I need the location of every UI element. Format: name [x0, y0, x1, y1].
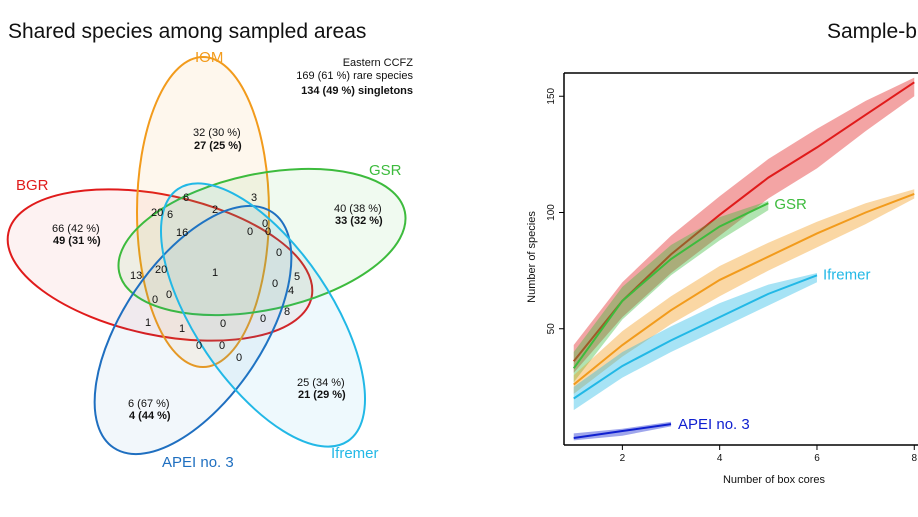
- curve-plot: 246850100150BGRGSRIOMIfremerAPEI no. 3: [546, 72, 918, 464]
- series-band-ifremer: [573, 272, 817, 411]
- venn-label-ifremer: Ifremer: [331, 445, 379, 462]
- venn-intersection: 8: [284, 306, 290, 318]
- venn-ellipse-iom: [136, 56, 270, 368]
- venn-intersection: 0: [196, 340, 202, 352]
- venn-unique-apei-singletons: 4 (44 %): [129, 410, 171, 422]
- venn-intersection: 0: [220, 318, 226, 330]
- venn-unique-ifremer: 25 (34 %): [297, 377, 345, 389]
- x-tick-label: 2: [620, 453, 626, 464]
- y-tick-label: 100: [546, 204, 557, 221]
- venn-label-bgr: BGR: [16, 177, 49, 194]
- curve-title: Sample-b: [827, 20, 917, 43]
- series-label-gsr: GSR: [774, 196, 807, 213]
- y-axis-label: Number of species: [526, 211, 538, 303]
- venn-label-apei: APEI no. 3: [162, 454, 234, 471]
- venn-intersection: 0: [262, 218, 268, 230]
- venn-label-iom: IOM: [195, 49, 223, 66]
- venn-panel: Shared species among sampled areas IOM G…: [6, 20, 414, 471]
- venn-ellipse-ifremer: [160, 182, 366, 448]
- series-line-iom: [573, 192, 915, 386]
- venn-unique-gsr-singletons: 33 (32 %): [335, 215, 383, 227]
- x-tick-label: 8: [911, 453, 917, 464]
- venn-ellipse-gsr: [117, 167, 407, 317]
- venn-intersection: 0: [276, 247, 282, 259]
- venn-ellipse-bgr: [6, 188, 314, 342]
- venn-intersection: 0: [265, 226, 271, 238]
- venn-summary-region: Eastern CCFZ: [343, 57, 414, 69]
- y-tick-label: 150: [546, 87, 557, 104]
- venn-intersection: 16: [176, 227, 188, 239]
- venn-intersection: 5: [294, 271, 300, 283]
- venn-intersection: 0: [247, 226, 253, 238]
- venn-intersection: 20: [151, 207, 163, 219]
- venn-unique-apei: 6 (67 %): [128, 398, 170, 410]
- venn-unique-iom-singletons: 27 (25 %): [194, 140, 242, 152]
- venn-intersection: 0: [236, 352, 242, 364]
- venn-summary-rare: 169 (61 %) rare species: [296, 70, 413, 82]
- venn-intersections: 6 3 20 6 2 16 0 0 0 13 20 1 0 5 0 0 4 0 …: [130, 192, 300, 364]
- venn-title: Shared species among sampled areas: [8, 20, 366, 43]
- series-label-ifremer: Ifremer: [823, 266, 871, 283]
- series-band-gsr: [573, 200, 769, 383]
- venn-intersection: 6: [167, 209, 173, 221]
- x-axis-label: Number of box cores: [723, 474, 826, 486]
- series-line-ifremer: [573, 274, 818, 400]
- series-line-apei-no-3: [573, 423, 672, 440]
- venn-unique-ifremer-singletons: 21 (29 %): [298, 389, 346, 401]
- venn-intersection: 0: [260, 313, 266, 325]
- venn-unique-bgr: 66 (42 %): [52, 223, 100, 235]
- x-tick-label: 4: [717, 453, 723, 464]
- venn-intersection: 1: [145, 317, 151, 329]
- venn-label-gsr: GSR: [369, 162, 402, 179]
- y-tick-label: 50: [546, 323, 557, 335]
- venn-intersection: 1: [179, 323, 185, 335]
- venn-intersection: 0: [219, 340, 225, 352]
- venn-intersection: 20: [155, 264, 167, 276]
- venn-intersection: 6: [183, 192, 189, 204]
- series-line-gsr: [572, 202, 769, 369]
- venn-intersection: 0: [152, 294, 158, 306]
- venn-intersection: 0: [272, 278, 278, 290]
- series-band-bgr: [573, 77, 915, 373]
- venn-intersection: 3: [251, 192, 257, 204]
- series-band-iom: [573, 189, 915, 394]
- venn-unique-gsr: 40 (38 %): [334, 203, 382, 215]
- venn-intersection: 4: [288, 285, 294, 297]
- venn-intersection: 2: [212, 204, 218, 216]
- venn-intersection: 0: [166, 289, 172, 301]
- venn-intersection: 13: [130, 270, 142, 282]
- venn-unique-iom: 32 (30 %): [193, 127, 241, 139]
- x-tick-label: 6: [814, 453, 820, 464]
- series-label-apei-no-3: APEI no. 3: [678, 416, 750, 433]
- venn-unique-bgr-singletons: 49 (31 %): [53, 235, 101, 247]
- venn-summary-singletons: 134 (49 %) singletons: [301, 85, 413, 97]
- curve-panel: Sample-b 246850100150BGRGSRIOMIfremerAPE…: [526, 20, 918, 486]
- venn-intersection: 1: [212, 267, 218, 279]
